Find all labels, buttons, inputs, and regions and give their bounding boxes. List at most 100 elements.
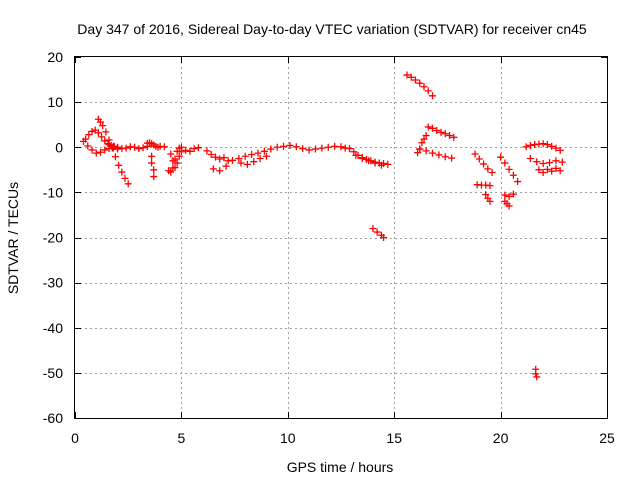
data-point xyxy=(121,174,129,182)
y-tick-label: -40 xyxy=(43,320,63,336)
data-point xyxy=(211,153,219,161)
data-point xyxy=(380,234,388,241)
data-point xyxy=(422,147,430,155)
y-tick-label: -60 xyxy=(43,410,63,426)
data-point xyxy=(424,87,432,95)
data-point xyxy=(514,178,522,186)
data-point xyxy=(256,155,264,163)
data-point xyxy=(82,135,90,143)
data-point xyxy=(311,145,319,153)
data-point xyxy=(122,144,130,152)
data-point xyxy=(175,152,183,160)
data-point xyxy=(533,373,541,381)
data-point xyxy=(237,159,245,167)
data-point xyxy=(535,166,543,174)
data-point xyxy=(177,148,185,156)
data-point xyxy=(118,168,126,176)
data-point xyxy=(450,133,458,141)
data-point xyxy=(411,76,419,84)
data-point xyxy=(228,156,236,164)
chart-title: Day 347 of 2016, Sidereal Day-to-day VTE… xyxy=(77,21,587,37)
x-axis-label: GPS time / hours xyxy=(287,459,394,475)
data-point xyxy=(429,124,437,132)
data-point xyxy=(235,155,243,163)
data-point xyxy=(552,157,560,165)
data-point xyxy=(509,171,517,179)
data-point xyxy=(475,155,483,163)
data-point xyxy=(299,145,307,153)
data-point xyxy=(216,167,224,175)
data-point xyxy=(526,141,534,149)
x-tick-label: 15 xyxy=(386,430,402,446)
data-point xyxy=(222,162,230,170)
data-point xyxy=(109,142,117,150)
plot-frame xyxy=(74,56,608,419)
data-point xyxy=(471,150,479,158)
data-point xyxy=(403,71,411,79)
data-point xyxy=(556,146,564,154)
data-point xyxy=(318,144,326,152)
data-point xyxy=(292,143,300,151)
data-point xyxy=(552,164,560,172)
data-point xyxy=(101,146,109,154)
data-point xyxy=(324,143,332,151)
data-point xyxy=(420,83,428,91)
x-axis-ticks: 0 5 10 15 20 25 xyxy=(71,57,615,446)
data-point xyxy=(150,173,158,181)
y-tick-label: -30 xyxy=(43,275,63,291)
data-point xyxy=(539,140,547,148)
data-point xyxy=(437,128,445,136)
data-point xyxy=(167,168,175,176)
data-point xyxy=(131,143,139,151)
data-point xyxy=(532,370,540,378)
data-point xyxy=(533,158,541,166)
data-point xyxy=(139,144,147,152)
data-point xyxy=(337,143,345,151)
data-point xyxy=(186,147,194,155)
data-point xyxy=(446,132,454,140)
data-point xyxy=(416,79,424,87)
data-point xyxy=(480,160,488,168)
data-point xyxy=(99,122,107,130)
data-point xyxy=(280,142,288,150)
data-point xyxy=(556,167,564,175)
data-point xyxy=(539,159,547,167)
data-point xyxy=(488,169,496,177)
data-point xyxy=(548,142,556,150)
data-point xyxy=(209,165,217,173)
data-point xyxy=(331,142,339,150)
data-point xyxy=(484,165,492,173)
data-point xyxy=(424,123,432,131)
data-point xyxy=(435,151,443,159)
data-point xyxy=(558,158,566,166)
data-point xyxy=(369,224,377,232)
data-point xyxy=(546,159,554,167)
data-point xyxy=(552,144,560,152)
data-point xyxy=(448,154,456,162)
grid-lines xyxy=(75,57,607,418)
data-point xyxy=(173,159,181,167)
data-point xyxy=(486,197,494,205)
x-tick-label: 0 xyxy=(71,430,79,446)
data-point xyxy=(429,92,437,100)
data-point xyxy=(407,73,415,81)
data-point xyxy=(350,148,358,156)
data-point xyxy=(124,180,132,188)
data-point xyxy=(150,166,158,174)
data-point xyxy=(148,159,156,167)
x-tick-label: 5 xyxy=(178,430,186,446)
data-point xyxy=(543,165,551,173)
data-point xyxy=(102,128,110,136)
y-tick-label: -10 xyxy=(43,184,63,200)
data-point xyxy=(241,152,249,160)
y-axis-ticks: 20 10 0 -10 -20 -30 -40 -50 -60 xyxy=(43,49,607,426)
data-point xyxy=(203,147,211,155)
data-point xyxy=(509,190,517,198)
y-tick-label: 10 xyxy=(47,94,63,110)
data-point xyxy=(111,153,119,161)
data-point xyxy=(377,161,385,169)
y-tick-label: -20 xyxy=(43,230,63,246)
x-tick-label: 20 xyxy=(493,430,509,446)
data-point xyxy=(273,143,281,151)
